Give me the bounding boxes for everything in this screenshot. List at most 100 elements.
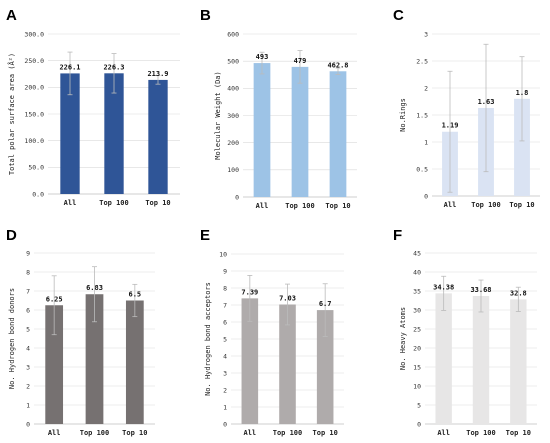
- data-label: 226.3: [103, 63, 124, 71]
- panel-letter: E: [200, 227, 210, 244]
- bar: [329, 71, 347, 197]
- bar: [435, 293, 452, 424]
- panel-letter: B: [200, 7, 211, 24]
- chart-panel-c: C 0 0.5 1 1.5 2 2.5 3 No.Rings 1.19 All 1.63 Top 100…: [393, 7, 540, 209]
- y-axis-label: No.Rings: [399, 98, 407, 132]
- data-label: 6.83: [86, 284, 103, 292]
- y-axis-label: No. Hydrogen bond acceptors: [204, 282, 212, 396]
- y-axis-label: Molecular Weight (Da): [214, 71, 222, 160]
- x-tick-label: Top 100: [273, 429, 303, 437]
- data-label: 32.8: [510, 289, 527, 297]
- y-tick-label: 0: [223, 420, 227, 428]
- y-axis-label: Total polar surface area (Å²): [7, 53, 16, 175]
- y-tick-label: 150.0: [24, 110, 44, 118]
- y-axis-label: No. Hydrogen bond donors: [8, 288, 16, 389]
- y-tick-label: 400: [227, 85, 239, 93]
- bar: [514, 98, 530, 196]
- data-label: 1.63: [478, 98, 495, 106]
- x-tick-label: Top 100: [99, 199, 129, 207]
- y-tick-label: 10: [219, 250, 227, 258]
- y-tick-label: 6: [26, 306, 30, 314]
- y-tick-label: 5: [223, 335, 227, 343]
- y-tick-label: 0: [26, 420, 30, 428]
- data-label: 1.19: [442, 122, 459, 130]
- data-label: 7.39: [241, 288, 258, 296]
- y-tick-label: 1.5: [416, 111, 428, 119]
- y-tick-label: 2.5: [416, 57, 428, 65]
- y-tick-label: 2: [424, 84, 428, 92]
- y-tick-label: 200: [227, 139, 239, 147]
- x-tick-label: All: [256, 202, 269, 210]
- bar: [510, 299, 527, 424]
- x-tick-label: All: [444, 201, 457, 209]
- y-tick-label: 35: [413, 287, 421, 295]
- bar: [279, 304, 296, 424]
- x-tick-label: Top 100: [466, 429, 496, 437]
- y-tick-label: 7: [223, 301, 227, 309]
- y-tick-label: 5: [26, 325, 30, 333]
- y-tick-label: 2: [223, 386, 227, 394]
- y-tick-label: 3: [424, 30, 428, 38]
- x-tick-label: Top 10: [122, 429, 147, 437]
- y-tick-label: 3: [223, 369, 227, 377]
- data-label: 479: [294, 57, 307, 65]
- y-tick-label: 1: [26, 401, 30, 409]
- x-tick-label: Top 10: [506, 429, 531, 437]
- data-label: 7.03: [279, 294, 296, 302]
- x-tick-label: Top 10: [509, 201, 534, 209]
- x-tick-label: All: [48, 429, 61, 437]
- x-tick-label: All: [244, 429, 257, 437]
- panel-letter: F: [393, 227, 402, 244]
- bar: [316, 310, 334, 424]
- bar: [253, 63, 271, 198]
- y-tick-label: 25: [413, 325, 421, 333]
- y-tick-label: 40: [413, 268, 421, 276]
- y-tick-label: 300: [227, 112, 239, 120]
- y-tick-label: 0: [235, 193, 239, 201]
- y-tick-label: 9: [223, 267, 227, 275]
- y-tick-label: 4: [26, 344, 30, 352]
- y-tick-label: 45: [413, 249, 421, 257]
- data-label: 6.5: [129, 291, 142, 299]
- y-tick-label: 600: [227, 30, 239, 38]
- x-tick-label: Top 100: [285, 202, 315, 210]
- data-label: 226.1: [59, 63, 80, 71]
- panel-letter: D: [6, 227, 17, 244]
- data-label: 6.7: [319, 300, 332, 308]
- x-tick-label: Top 10: [325, 202, 350, 210]
- y-tick-label: 200.0: [24, 84, 44, 92]
- y-axis-label: No. Heavy Atoms: [399, 307, 407, 370]
- y-tick-label: 50.0: [28, 164, 44, 172]
- panel-letter: C: [393, 7, 404, 24]
- y-tick-label: 7: [26, 287, 30, 295]
- y-tick-label: 30: [413, 306, 421, 314]
- x-tick-label: Top 10: [313, 429, 338, 437]
- panel-letter: A: [6, 7, 17, 24]
- y-tick-label: 100.0: [24, 137, 44, 145]
- bar: [148, 79, 168, 194]
- data-label: 33.68: [470, 286, 491, 294]
- bar: [472, 296, 490, 424]
- data-label: 493: [256, 53, 269, 61]
- y-tick-label: 20: [413, 344, 421, 352]
- data-label: 1.8: [516, 89, 529, 97]
- y-tick-label: 0: [424, 192, 428, 200]
- x-tick-label: Top 100: [80, 429, 110, 437]
- chart-panel-b: B 0 100 200 300 400 500 600 Molecular Weight (Da…: [200, 7, 357, 210]
- bar: [104, 73, 124, 194]
- bar: [60, 73, 80, 194]
- chart-panel-a: A 0.0 50.0 100.0 150.0 200.0 250.0 300.0 Total p…: [6, 7, 180, 207]
- y-tick-label: 15: [413, 363, 421, 371]
- chart-panel-d: D 0 1 2 3 4 5 6 7 8 9 No. Hydrogen bond donors 6.25 A…: [6, 227, 155, 437]
- y-tick-label: 4: [223, 352, 227, 360]
- y-tick-label: 6: [223, 318, 227, 326]
- x-tick-label: All: [64, 199, 77, 207]
- data-label: 6.25: [46, 295, 63, 303]
- y-tick-label: 0: [417, 420, 421, 428]
- chart-panel-e: E 0 1 2 3 4 5 6 7 8 9 10 No. Hydrogen bond acceptors…: [200, 227, 344, 437]
- y-tick-label: 10: [413, 382, 421, 390]
- y-tick-label: 300.0: [24, 30, 44, 38]
- data-label: 462.8: [327, 61, 348, 69]
- x-tick-label: Top 10: [145, 199, 170, 207]
- data-label: 213.9: [147, 70, 168, 78]
